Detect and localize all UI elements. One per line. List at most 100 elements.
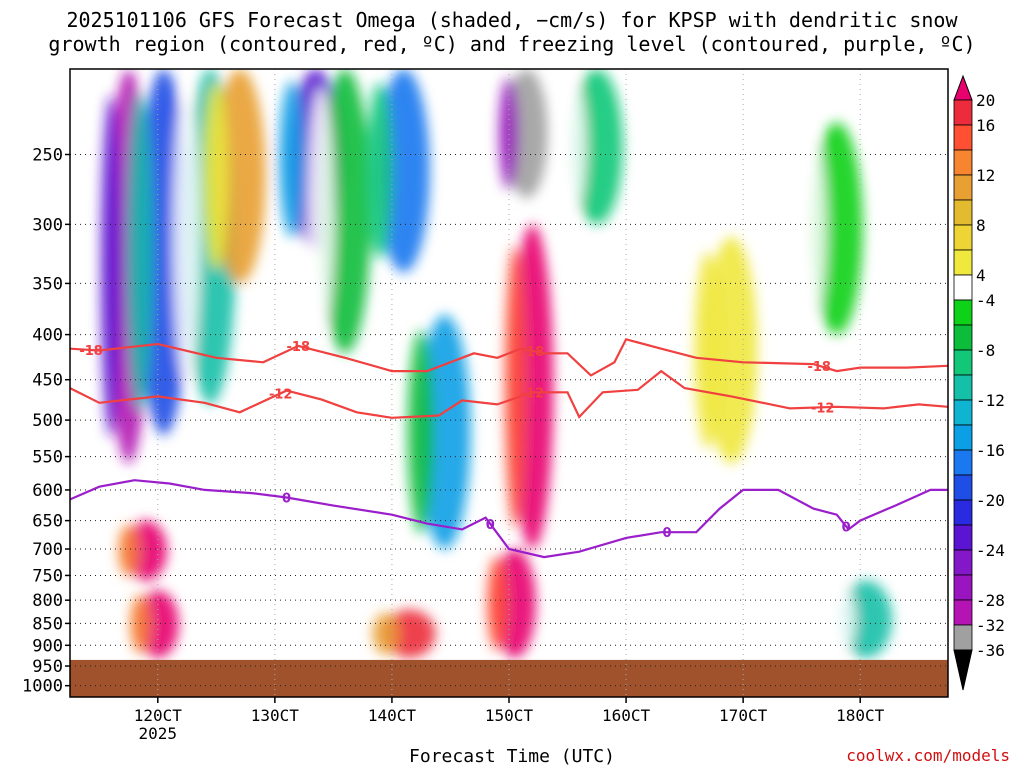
y-tick-label-450: 450 — [32, 371, 63, 391]
omega-feature-halo-4 — [278, 80, 306, 238]
colorbar-bin-16 — [953, 499, 973, 526]
colorbar-bin-13 — [953, 424, 973, 451]
chart-title-line1: 2025101106 GFS Forecast Omega (shaded, −… — [66, 8, 958, 32]
colorbar-label--8: -8 — [976, 341, 995, 360]
x-axis-title: Forecast Time (UTC) — [409, 746, 615, 767]
omega-feature-halo-5 — [307, 87, 335, 335]
omega-feature-halo-6 — [366, 82, 393, 260]
y-tick-label-300: 300 — [32, 215, 63, 235]
omega-feature-halo-0 — [100, 94, 121, 438]
colorbar: 20 16 12 8 4 -4 -8 -12 -16 -20 -24 -28 -32 -36 — [953, 74, 1005, 691]
omega-feature-halo-12 — [118, 524, 139, 577]
colorbar-bin-11 — [953, 374, 973, 401]
omega-feature-halo-9 — [504, 245, 525, 528]
omega-feature-halo-11 — [559, 79, 587, 215]
contour-0 — [70, 479, 948, 559]
colorbar-bin-5 — [953, 224, 973, 251]
colorbar-bin-4 — [953, 199, 973, 226]
y-tick-label-400: 400 — [32, 326, 63, 346]
contour-label--18-3: -18 — [807, 360, 831, 375]
colorbar-bin-10 — [953, 349, 973, 376]
colorbar-bin-1 — [953, 124, 973, 151]
contour-label--12-2: -12 — [811, 401, 835, 416]
colorbar-bin-18 — [953, 549, 973, 576]
colorbar-label--16: -16 — [976, 441, 1005, 460]
omega-feature-halo-10 — [486, 556, 507, 651]
contour-label-0-2: 0 — [663, 526, 672, 541]
colorbar-label-8: 8 — [976, 216, 986, 235]
contour--18 — [70, 338, 948, 377]
colorbar-label--28: -28 — [976, 591, 1005, 610]
omega-feature-halo-17 — [828, 585, 856, 653]
colorbar-bin-12 — [953, 399, 973, 426]
x-tick-label-130CT: 130CT — [251, 706, 300, 725]
y-tick-label-350: 350 — [32, 274, 63, 294]
y-tick-label-600: 600 — [32, 481, 63, 501]
colorbar-bin-8 — [953, 299, 973, 326]
colorbar-bin-19 — [953, 574, 973, 601]
source-credit[interactable]: coolwx.com/models — [846, 746, 1010, 765]
x-tick-label-170CT: 170CT — [719, 706, 768, 725]
omega-feature-3 — [213, 69, 266, 284]
contour-label-0-3: 0 — [842, 520, 851, 535]
omega-feature-halo-13 — [129, 594, 150, 654]
y-tick-label-550: 550 — [32, 448, 63, 468]
x-tick-label-180CT: 180CT — [836, 706, 885, 725]
y-tick-label-900: 900 — [32, 636, 63, 656]
y-axis: 2503003504004505005506006507007508008509… — [22, 145, 70, 697]
contour-label--18-2: -18 — [521, 345, 545, 360]
colorbar-bin-0 — [953, 99, 973, 126]
x-tick-label-120CT: 120CT — [134, 706, 183, 725]
colorbar-bin-15 — [953, 474, 973, 501]
omega-feature-halo-2 — [173, 90, 200, 383]
colorbar-label--24: -24 — [976, 541, 1005, 560]
terrain-fill — [70, 659, 948, 697]
colorbar-label--36: -36 — [976, 641, 1005, 660]
contour-label--12-1: -12 — [521, 386, 545, 401]
y-tick-label-1000: 1000 — [22, 677, 63, 697]
omega-feature-halo-1 — [126, 92, 153, 412]
colorbar-bin-9 — [953, 324, 973, 351]
colorbar-bottom-arrow — [953, 649, 973, 691]
colorbar-label-4: 4 — [976, 266, 986, 285]
omega-feature-5 — [319, 69, 372, 354]
colorbar-label--12: -12 — [976, 391, 1005, 410]
y-tick-label-950: 950 — [32, 657, 63, 677]
y-tick-label-700: 700 — [32, 540, 63, 560]
contour--12 — [70, 369, 948, 419]
y-tick-label-800: 800 — [32, 591, 63, 611]
x-tick-sublabel-120CT: 2025 — [139, 724, 178, 743]
y-tick-label-650: 650 — [32, 512, 63, 532]
omega-feature-15 — [705, 236, 758, 464]
contour-lines: -18 -18 -18 -18 -12 -12 -12 0 0 0 0 — [70, 338, 948, 559]
colorbar-bin-14 — [953, 449, 973, 476]
omega-feature-16 — [810, 122, 863, 335]
x-tick-label-150CT: 150CT — [485, 706, 534, 725]
colorbar-top-arrow — [953, 74, 973, 101]
contour-label-0-0: 0 — [282, 492, 291, 507]
omega-feature-7 — [418, 314, 471, 550]
omega-feature-17 — [840, 580, 893, 658]
terrain-layer — [70, 659, 948, 697]
omega-feature-halo-14 — [372, 612, 399, 655]
y-tick-label-500: 500 — [32, 411, 63, 431]
y-tick-label-750: 750 — [32, 566, 63, 586]
y-tick-label-850: 850 — [32, 614, 63, 634]
contour-label--12-0: -12 — [269, 387, 293, 402]
omega-feature-halo-8 — [498, 77, 519, 190]
colorbar-label--32: -32 — [976, 616, 1005, 635]
colorbar-bin-2 — [953, 149, 973, 176]
colorbar-bin-21 — [953, 624, 973, 651]
omega-feature-halo-16 — [799, 136, 827, 321]
colorbar-label--4: -4 — [976, 291, 995, 310]
colorbar-label-12: 12 — [976, 166, 995, 185]
y-tick-label-250: 250 — [32, 145, 63, 165]
chart-title-line2: growth region (contoured, red, ºC) and f… — [48, 32, 976, 56]
x-tick-label-140CT: 140CT — [368, 706, 417, 725]
omega-feature-11 — [570, 69, 623, 225]
contour-label--18-0: -18 — [79, 344, 103, 359]
colorbar-bin-7 — [953, 274, 973, 301]
colorbar-label--20: -20 — [976, 491, 1005, 510]
